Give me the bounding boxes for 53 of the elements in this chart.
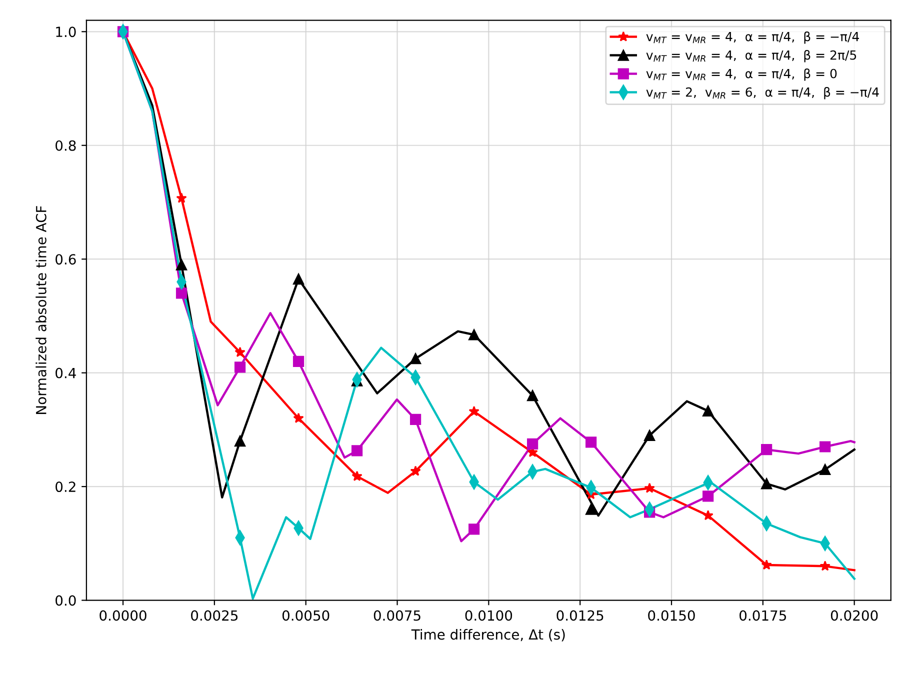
x-tick-label: 0.0050: [282, 610, 330, 621]
point: [761, 478, 772, 490]
legend-label: v$_{MT}$ = v$_{MR}$ = 4, α = π/4, β = 0: [646, 68, 837, 81]
legend-label: v$_{MT}$ = v$_{MR}$ = 4, α = π/4, β = 2π/5: [646, 50, 856, 62]
y-axis-title: Normalized absolute time ACF: [36, 206, 46, 414]
y-tick-label: 1.0: [56, 26, 76, 38]
y-tick-label: 0.2: [56, 482, 76, 492]
point: [820, 560, 830, 571]
point: [644, 482, 655, 493]
point: [176, 192, 187, 203]
point: [292, 356, 304, 368]
point: [293, 412, 304, 423]
point: [410, 414, 422, 426]
point: [820, 464, 831, 476]
point: [468, 524, 480, 535]
x-tick-label: 0.0125: [556, 610, 604, 621]
point: [468, 406, 480, 416]
point: [585, 436, 597, 448]
x-axis-title: Time difference, Δt (s): [411, 629, 565, 642]
y-tick-label: 0.4: [56, 368, 76, 378]
x-tick-label: 0.0025: [191, 610, 238, 621]
point: [820, 441, 831, 452]
x-tick-label: 0.0100: [465, 610, 512, 621]
x-tick-label: 0.0075: [374, 610, 420, 621]
point: [585, 504, 597, 515]
point: [351, 445, 363, 456]
y-tick-label: 0.8: [56, 140, 76, 151]
x-tick-label: 0.0200: [830, 610, 878, 621]
point: [176, 259, 188, 270]
point: [468, 329, 480, 340]
legend-label: v$_{MT}$ = 2, v$_{MR}$ = 6, α = π/4, β = −π/4: [646, 87, 879, 100]
point: [292, 273, 304, 285]
point: [644, 430, 656, 441]
point: [702, 405, 714, 416]
point: [234, 362, 246, 373]
point: [410, 466, 421, 476]
point: [176, 288, 188, 299]
point: [234, 346, 246, 357]
y-tick-label: 0.0: [56, 595, 76, 606]
point: [352, 470, 362, 481]
point: [234, 436, 246, 447]
y-tick-label: 0.6: [56, 254, 76, 265]
point: [410, 353, 422, 364]
point: [702, 510, 714, 520]
legend-label: v$_{MT}$ = v$_{MR}$ = 4, α = π/4, β = −π/4: [646, 32, 859, 44]
point: [526, 390, 538, 402]
point: [761, 559, 772, 570]
x-tick-label: 0.0000: [100, 610, 146, 621]
point: [702, 490, 714, 502]
point: [526, 438, 538, 450]
point: [761, 444, 772, 456]
x-tick-label: 0.0175: [740, 610, 786, 621]
x-tick-label: 0.0150: [648, 610, 695, 621]
